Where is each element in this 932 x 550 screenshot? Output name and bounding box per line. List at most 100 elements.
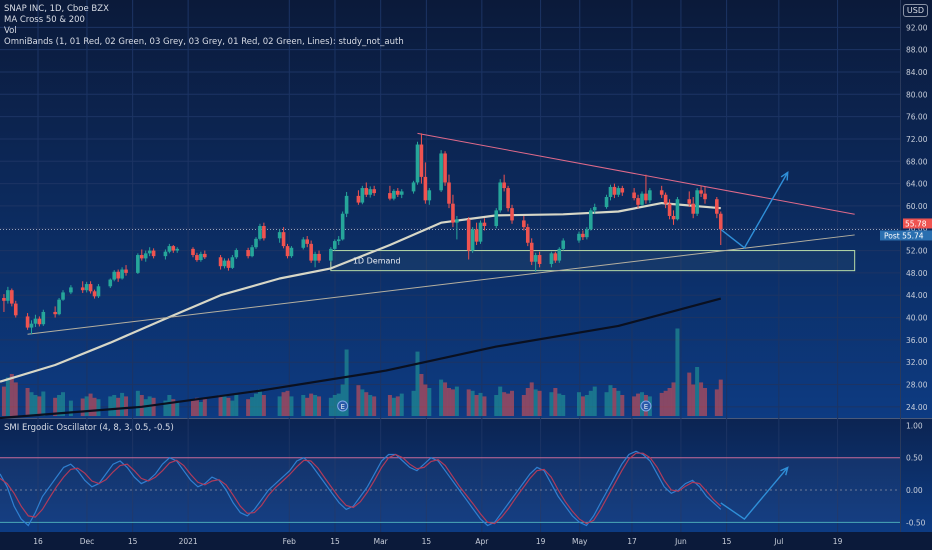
volume-bar	[387, 395, 392, 416]
candle-body	[537, 255, 542, 264]
currency-badge[interactable]: USD	[902, 4, 928, 17]
price-tick-label: 88.00	[906, 46, 928, 55]
time-tick-label: May	[572, 537, 588, 546]
volume-bar	[427, 388, 432, 416]
volume-bar	[447, 388, 451, 416]
oscillator-projection-arrowhead	[780, 466, 789, 476]
volume-bar	[234, 395, 239, 416]
volume-bar	[529, 382, 534, 416]
candle-body	[466, 219, 471, 251]
volume-bar	[604, 392, 609, 416]
volume-bar	[68, 400, 73, 416]
candle-body	[585, 229, 589, 238]
candle-body	[203, 253, 207, 258]
candle-body	[356, 195, 361, 203]
candle-body	[699, 190, 703, 194]
candle-body	[667, 203, 672, 216]
volume-bar	[411, 390, 416, 416]
volume-bar	[632, 396, 637, 416]
volume-bar	[328, 397, 333, 416]
oscillator-tick-label: 0.00	[906, 486, 923, 495]
candle-body	[230, 257, 235, 268]
candle-body	[695, 190, 699, 214]
volume-bar	[533, 389, 538, 416]
price-tick-label: 56.00	[906, 224, 928, 233]
volume-bar	[443, 382, 448, 416]
volume-bar	[246, 399, 251, 416]
support-trendline	[27, 234, 855, 335]
candle-body	[411, 182, 416, 192]
price-tick-label: 36.00	[906, 336, 928, 345]
candle-body	[61, 292, 65, 300]
candle-body	[136, 255, 140, 273]
volume-bar	[277, 396, 282, 416]
candle-body	[364, 188, 369, 195]
volume-bar	[163, 400, 168, 416]
volume-bar	[423, 384, 428, 416]
ma-cross-label[interactable]: MA Cross 50 & 200	[4, 15, 85, 25]
zones-layer	[330, 250, 856, 272]
candle-body	[494, 210, 499, 227]
time-tick-label: Jun	[674, 537, 687, 546]
oscillator-tick-label: 1.00	[906, 421, 923, 430]
volume-bar	[37, 396, 42, 416]
candle-body	[167, 246, 172, 252]
volume-bar	[92, 397, 97, 416]
volume-bar	[419, 374, 424, 416]
volume-bar	[395, 396, 400, 416]
oscillator-tick-label: -0.50	[906, 518, 926, 527]
candle-body	[69, 287, 73, 293]
candle-body	[332, 241, 337, 249]
volume-bar	[309, 393, 314, 416]
candle-body	[604, 196, 609, 208]
volume-bar	[57, 395, 62, 416]
volume-label[interactable]: Vol	[4, 26, 17, 36]
volume-bar	[226, 397, 231, 416]
candle-body	[388, 193, 392, 199]
candle-body	[581, 233, 585, 238]
volume-bar	[454, 386, 459, 416]
volume-bar	[88, 393, 93, 416]
candle-body	[533, 255, 538, 262]
volume-bar	[254, 393, 259, 416]
volume-bar	[218, 395, 223, 416]
candle-body	[84, 284, 89, 291]
volume-bar	[289, 396, 294, 416]
price-tick-label: 24.00	[906, 403, 928, 412]
candle-body	[663, 194, 668, 204]
symbol-title[interactable]: SNAP INC, 1D, Cboe BZX	[4, 4, 109, 14]
time-axis-background	[0, 532, 932, 550]
candle-body	[506, 188, 510, 209]
volume-bar	[41, 391, 46, 416]
candle-body	[10, 290, 14, 304]
volume-bar	[703, 388, 708, 416]
oscillator-title[interactable]: SMI Ergodic Oscillator (4, 8, 3, 0.5, -0…	[4, 423, 174, 433]
volume-bar	[116, 397, 121, 416]
omnibands-label[interactable]: OmniBands (1, 01 Red, 02 Green, 03 Grey,…	[4, 37, 404, 47]
candle-body	[281, 232, 286, 247]
volume-bar	[112, 395, 117, 416]
volume-bar	[33, 395, 38, 416]
volume-bar	[301, 395, 306, 416]
oscillator-tick-label: 0.50	[906, 454, 923, 463]
volume-bar	[1, 386, 6, 416]
volume-bar	[202, 398, 207, 416]
candle-body	[557, 248, 562, 261]
volume-bar	[167, 395, 172, 416]
time-tick-label: 19	[833, 537, 843, 546]
volume-bar	[139, 395, 144, 416]
volume-bar	[108, 396, 113, 416]
volume-bar	[230, 400, 235, 416]
candle-body	[143, 253, 148, 259]
volume-bar	[84, 396, 89, 416]
candle-body	[502, 182, 506, 189]
candle-body	[25, 316, 30, 328]
candle-body	[254, 238, 258, 248]
demand-zone-label: 1D Demand	[353, 257, 401, 266]
candle-body	[289, 247, 294, 257]
candle-body	[313, 253, 317, 261]
trendlines-layer[interactable]	[27, 132, 855, 335]
volume-bar	[25, 388, 30, 416]
axes-layer: 92.00 88.00 84.00 80.00 76.00 72.00 68.00 64.00…	[33, 23, 932, 546]
